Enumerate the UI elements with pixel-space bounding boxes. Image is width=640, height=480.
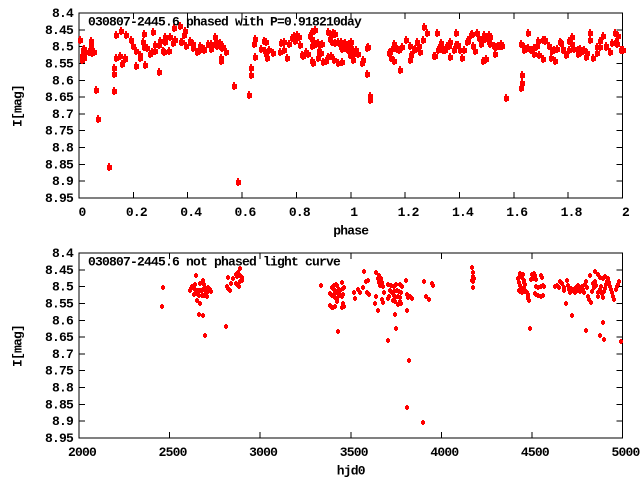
svg-text:0.4: 0.4 xyxy=(180,205,202,220)
svg-text:3500: 3500 xyxy=(340,445,369,460)
svg-text:030807-2445.6 not phased light: 030807-2445.6 not phased light curve xyxy=(88,255,341,270)
svg-text:0: 0 xyxy=(78,205,86,220)
svg-text:1: 1 xyxy=(350,205,358,220)
svg-text:8.55: 8.55 xyxy=(45,56,74,71)
svg-text:8.4: 8.4 xyxy=(52,246,74,261)
svg-text:3000: 3000 xyxy=(249,445,278,460)
svg-text:0.2: 0.2 xyxy=(126,205,148,220)
svg-text:8.9: 8.9 xyxy=(52,174,74,189)
svg-text:8.5: 8.5 xyxy=(52,280,74,295)
svg-text:8.85: 8.85 xyxy=(45,397,74,412)
svg-text:8.6: 8.6 xyxy=(52,313,74,328)
svg-text:8.7: 8.7 xyxy=(52,347,73,362)
svg-text:1.2: 1.2 xyxy=(398,205,420,220)
svg-text:8.85: 8.85 xyxy=(45,157,74,172)
svg-text:8.65: 8.65 xyxy=(45,90,74,105)
svg-text:8.9: 8.9 xyxy=(52,414,74,429)
svg-text:8.7: 8.7 xyxy=(52,107,73,122)
svg-text:2: 2 xyxy=(622,205,630,220)
svg-text:8.75: 8.75 xyxy=(45,124,74,139)
svg-text:0.6: 0.6 xyxy=(235,205,257,220)
svg-text:2000: 2000 xyxy=(68,445,97,460)
svg-text:5000: 5000 xyxy=(611,445,640,460)
svg-text:4500: 4500 xyxy=(521,445,550,460)
svg-text:1.4: 1.4 xyxy=(452,205,474,220)
svg-text:8.95: 8.95 xyxy=(45,191,74,206)
svg-text:8.45: 8.45 xyxy=(45,263,74,278)
svg-text:8.75: 8.75 xyxy=(45,364,74,379)
svg-text:8.55: 8.55 xyxy=(45,296,74,311)
svg-text:1.6: 1.6 xyxy=(506,205,528,220)
svg-text:phase: phase xyxy=(333,224,369,239)
svg-text:hjd0: hjd0 xyxy=(337,464,366,479)
svg-text:8.5: 8.5 xyxy=(52,40,74,55)
svg-text:0.8: 0.8 xyxy=(289,205,311,220)
svg-text:8.6: 8.6 xyxy=(52,73,74,88)
svg-text:I[mag]: I[mag] xyxy=(11,325,26,367)
svg-text:8.45: 8.45 xyxy=(45,23,74,38)
svg-text:1.8: 1.8 xyxy=(561,205,583,220)
svg-text:4000: 4000 xyxy=(430,445,459,460)
svg-text:8.4: 8.4 xyxy=(52,6,74,21)
svg-text:8.8: 8.8 xyxy=(52,381,74,396)
svg-text:8.95: 8.95 xyxy=(45,431,74,446)
svg-text:8.8: 8.8 xyxy=(52,141,74,156)
svg-text:I[mag]: I[mag] xyxy=(11,85,26,127)
svg-text:030807-2445.6 phased with P=0.: 030807-2445.6 phased with P=0.918210day xyxy=(88,15,362,30)
svg-text:2500: 2500 xyxy=(159,445,188,460)
svg-text:8.65: 8.65 xyxy=(45,330,74,345)
